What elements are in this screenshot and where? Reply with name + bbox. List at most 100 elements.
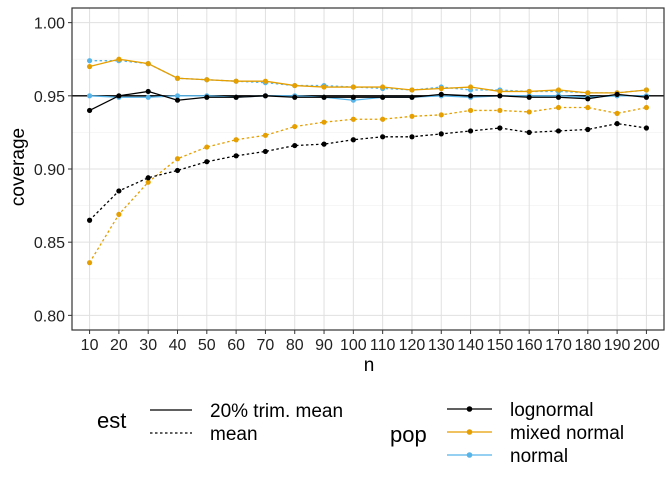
data-point-mixed-normal-mean	[292, 123, 298, 130]
data-point-lognormal-mean	[145, 175, 151, 181]
legend-key-point-mixed-normal	[466, 429, 473, 435]
data-point-mixed-normal-trim-mean	[555, 87, 562, 93]
x-tick-label: 90	[315, 337, 333, 354]
data-point-mixed-normal-mean	[585, 104, 591, 111]
data-point-mixed-normal-trim-mean	[292, 82, 298, 89]
data-point-mixed-normal-mean	[174, 156, 181, 162]
data-point-mixed-normal-trim-mean	[526, 88, 532, 95]
data-point-lognormal-mean	[204, 159, 210, 165]
data-point-mixed-normal-mean	[467, 107, 474, 114]
data-point-mixed-normal-trim-mean	[438, 85, 444, 92]
data-point-lognormal-mean	[614, 121, 620, 127]
y-tick-label: 0.85	[34, 235, 65, 252]
legend-label: mixed normal	[510, 423, 624, 444]
data-point-mixed-normal-mean	[116, 211, 122, 217]
plot-panel	[72, 8, 664, 330]
data-point-mixed-normal-trim-mean	[409, 87, 415, 93]
data-point-mixed-normal-trim-mean	[145, 61, 151, 67]
data-point-mixed-normal-trim-mean	[204, 77, 210, 83]
data-point-lognormal-trim-mean	[585, 96, 591, 102]
data-point-lognormal-trim-mean	[86, 107, 93, 114]
data-point-lognormal-mean	[438, 131, 444, 137]
data-point-mixed-normal-trim-mean	[380, 84, 386, 90]
x-tick-label: 160	[516, 337, 543, 354]
data-point-lognormal-mean	[467, 128, 474, 134]
data-point-lognormal-mean	[497, 125, 503, 131]
data-point-mixed-normal-trim-mean	[585, 90, 591, 96]
x-tick-label: 50	[198, 337, 216, 354]
data-point-lognormal-trim-mean	[233, 94, 239, 100]
data-point-lognormal-mean	[86, 217, 93, 223]
data-point-lognormal-mean	[555, 128, 562, 134]
data-point-lognormal-trim-mean	[409, 94, 415, 100]
data-point-mixed-normal-mean	[350, 116, 356, 122]
data-point-normal-trim-mean	[86, 93, 93, 99]
data-point-lognormal-trim-mean	[204, 94, 210, 100]
series-line-normal-mean	[89, 60, 647, 94]
data-point-lognormal-mean	[116, 188, 122, 194]
data-point-lognormal-mean	[233, 153, 239, 159]
axes: 0.80 0.85 0.90 0.95 1.00 10 20 30 40 50 60 70 80 90 10…	[34, 7, 665, 354]
legend-label: mean	[210, 424, 258, 445]
data-point-mixed-normal-trim-mean	[643, 87, 650, 93]
series-line-lognormal-mean	[89, 122, 647, 221]
data-point-mixed-normal-mean	[233, 137, 239, 143]
x-tick-label: 120	[399, 337, 426, 354]
data-point-mixed-normal-mean	[409, 113, 415, 119]
data-point-lognormal-trim-mean	[467, 93, 474, 99]
data-point-lognormal-trim-mean	[555, 94, 562, 100]
data-point-mixed-normal-trim-mean	[321, 84, 327, 90]
data-point-mixed-normal-mean	[438, 112, 444, 118]
data-point-lognormal-trim-mean	[145, 88, 151, 95]
series-line-mixed-normal-mean	[89, 106, 647, 264]
x-tick-label: 140	[457, 337, 484, 354]
legend-label: 20% trim. mean	[210, 401, 343, 422]
data-point-lognormal-trim-mean	[116, 93, 122, 99]
x-tick-label: 30	[139, 337, 157, 354]
data-point-mixed-normal-mean	[643, 104, 650, 111]
data-point-lognormal-mean	[526, 129, 532, 136]
x-tick-label: 170	[545, 337, 572, 354]
data-point-lognormal-trim-mean	[438, 91, 444, 97]
data-point-mixed-normal-mean	[526, 109, 532, 115]
data-point-mixed-normal-mean	[204, 144, 210, 150]
data-point-mixed-normal-trim-mean	[116, 56, 122, 62]
data-point-lognormal-trim-mean	[350, 94, 356, 100]
x-tick-label: 60	[227, 337, 245, 354]
data-point-lognormal-mean	[292, 142, 298, 149]
data-point-lognormal-trim-mean	[174, 97, 181, 103]
x-tick-label: 190	[604, 337, 631, 354]
data-point-mixed-normal-mean	[86, 260, 93, 266]
data-point-mixed-normal-mean	[614, 110, 620, 116]
legend-title-est: est	[97, 408, 126, 433]
data-point-lognormal-mean	[643, 125, 650, 131]
data-point-lognormal-mean	[174, 167, 181, 174]
series-line-normal-trim-mean	[89, 95, 647, 101]
series-line-lognormal-trim-mean	[89, 90, 647, 112]
data-point-lognormal-mean	[380, 134, 386, 140]
x-tick-label: 10	[81, 337, 99, 354]
data-point-lognormal-trim-mean	[321, 94, 327, 100]
x-tick-label: 20	[110, 337, 128, 354]
data-point-mixed-normal-trim-mean	[86, 63, 93, 70]
y-tick-label: 1.00	[34, 16, 65, 33]
y-tick-label: 0.90	[34, 162, 65, 179]
data-point-lognormal-mean	[409, 134, 415, 140]
y-axis-label: coverage	[8, 128, 29, 206]
legend-title-pop: pop	[390, 422, 427, 447]
data-point-lognormal-mean	[350, 137, 356, 143]
x-tick-label: 180	[574, 337, 601, 354]
data-point-lognormal-mean	[585, 126, 591, 133]
data-point-mixed-normal-mean	[497, 107, 503, 114]
data-point-lognormal-mean	[321, 141, 327, 147]
data-point-lognormal-trim-mean	[380, 94, 386, 100]
x-tick-label: 130	[428, 337, 455, 354]
x-tick-label: 70	[257, 337, 275, 354]
data-point-lognormal-trim-mean	[614, 91, 620, 97]
x-tick-label: 100	[340, 337, 367, 354]
y-tick-label: 0.80	[34, 308, 65, 325]
x-axis-label: n	[364, 355, 375, 376]
legend-key-point-normal	[466, 452, 473, 458]
